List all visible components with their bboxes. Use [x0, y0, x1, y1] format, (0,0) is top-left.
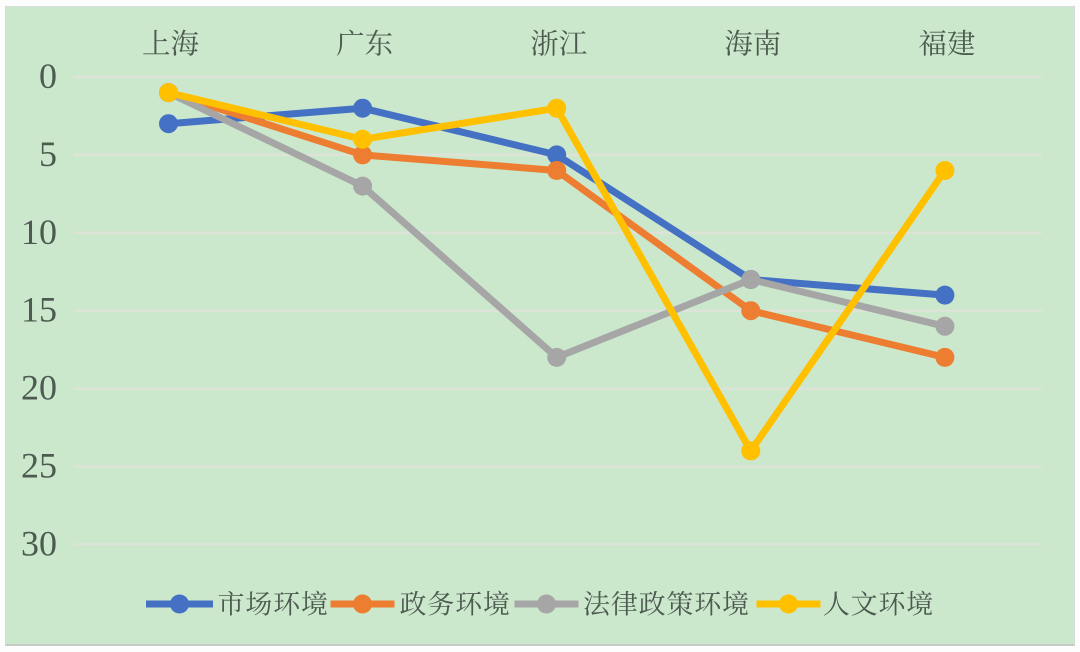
svg-text:15: 15 [21, 290, 57, 330]
svg-text:30: 30 [21, 523, 57, 563]
svg-text:20: 20 [21, 368, 57, 408]
svg-text:10: 10 [21, 212, 57, 252]
svg-text:25: 25 [21, 446, 57, 486]
svg-text:0: 0 [39, 56, 57, 96]
svg-text:5: 5 [39, 134, 57, 174]
